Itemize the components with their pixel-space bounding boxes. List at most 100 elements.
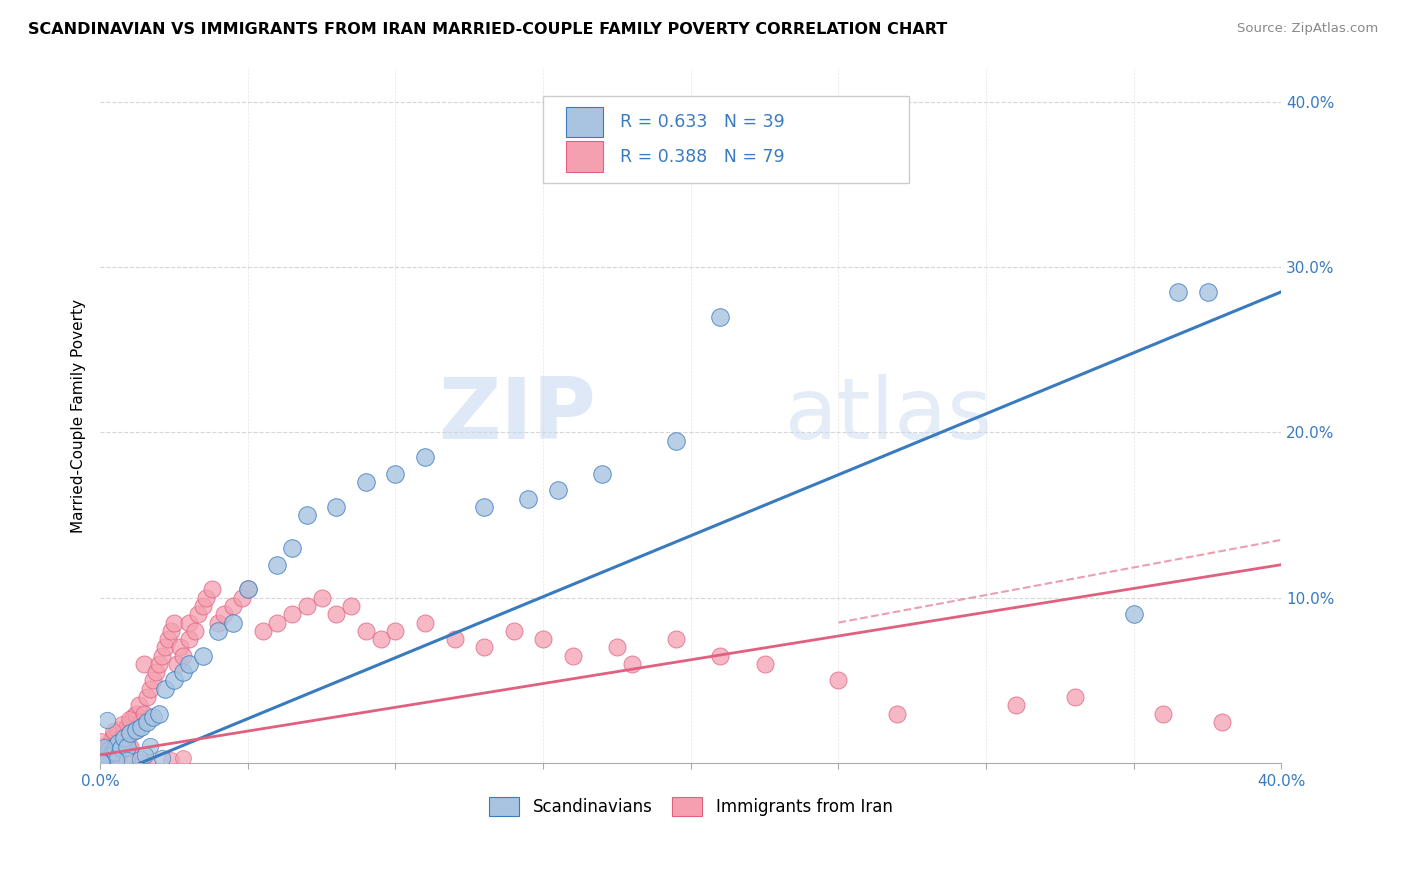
Point [118, 739, 141, 754]
Point [112, 726, 135, 740]
Point [148, 657, 170, 671]
Point [547, 483, 569, 498]
Point [354, 624, 377, 638]
Point [354, 475, 377, 489]
Point [561, 648, 583, 663]
Point [115, 739, 138, 754]
Point [709, 648, 731, 663]
Point [139, 681, 162, 696]
Point [207, 615, 229, 630]
Legend: Scandinavians, Immigrants from Iran: Scandinavians, Immigrants from Iran [481, 789, 901, 824]
Point [1122, 607, 1144, 622]
Point [124, 706, 146, 721]
Point [177, 657, 200, 671]
Point [311, 591, 333, 605]
Point [517, 491, 540, 506]
Point [193, 599, 215, 613]
Point [472, 500, 495, 514]
Point [134, 706, 156, 721]
Point [136, 756, 159, 770]
Point [665, 632, 688, 646]
Point [150, 648, 173, 663]
Point [94, 748, 117, 763]
Point [172, 665, 194, 680]
Point [150, 751, 173, 765]
Point [97, 747, 120, 761]
Point [177, 615, 200, 630]
Point [413, 450, 436, 465]
Point [118, 712, 141, 726]
Point [107, 756, 129, 770]
Point [281, 607, 304, 622]
Point [195, 591, 218, 605]
Point [96, 713, 118, 727]
Point [131, 714, 153, 729]
FancyBboxPatch shape [543, 96, 910, 183]
Point [129, 752, 152, 766]
Point [148, 706, 170, 721]
Point [90, 755, 112, 769]
Point [131, 755, 153, 769]
Point [1152, 706, 1174, 721]
Point [153, 681, 176, 696]
Point [266, 615, 288, 630]
Point [163, 673, 186, 688]
Point [107, 723, 129, 737]
Point [281, 541, 304, 555]
Point [107, 736, 129, 750]
Point [118, 726, 141, 740]
Point [606, 640, 628, 655]
Point [111, 741, 134, 756]
Point [94, 746, 117, 760]
Text: Source: ZipAtlas.com: Source: ZipAtlas.com [1237, 22, 1378, 36]
Point [384, 624, 406, 638]
Point [94, 747, 117, 762]
Point [166, 657, 188, 671]
Point [384, 467, 406, 481]
Point [827, 673, 849, 688]
Point [620, 657, 643, 671]
Point [236, 582, 259, 597]
Point [131, 720, 153, 734]
Point [709, 310, 731, 324]
Point [94, 739, 117, 754]
Point [1211, 714, 1233, 729]
Point [591, 467, 613, 481]
Point [472, 640, 495, 655]
Point [413, 615, 436, 630]
Y-axis label: Married-Couple Family Poverty: Married-Couple Family Poverty [72, 299, 86, 533]
Point [193, 648, 215, 663]
Point [115, 720, 138, 734]
Point [110, 743, 132, 757]
Point [103, 724, 125, 739]
Point [139, 739, 162, 753]
Point [104, 726, 127, 740]
Point [101, 731, 124, 746]
Point [105, 753, 128, 767]
Text: R = 0.388   N = 79: R = 0.388 N = 79 [620, 148, 785, 166]
Point [222, 615, 245, 630]
Point [120, 747, 142, 761]
Text: ZIP: ZIP [439, 375, 596, 458]
Point [98, 743, 121, 757]
Point [121, 710, 143, 724]
Point [201, 582, 224, 597]
Point [136, 714, 159, 729]
Point [160, 753, 183, 767]
Point [110, 741, 132, 756]
Point [187, 607, 209, 622]
Point [97, 752, 120, 766]
Point [107, 739, 129, 754]
Point [212, 607, 235, 622]
Point [98, 743, 121, 757]
Point [97, 747, 120, 761]
Point [104, 739, 127, 754]
Text: SCANDINAVIAN VS IMMIGRANTS FROM IRAN MARRIED-COUPLE FAMILY POVERTY CORRELATION C: SCANDINAVIAN VS IMMIGRANTS FROM IRAN MAR… [28, 22, 948, 37]
Point [134, 748, 156, 763]
Point [1167, 285, 1189, 299]
FancyBboxPatch shape [565, 142, 603, 172]
Point [90, 754, 112, 768]
Point [160, 624, 183, 638]
Point [502, 624, 524, 638]
Text: atlas: atlas [786, 375, 993, 458]
